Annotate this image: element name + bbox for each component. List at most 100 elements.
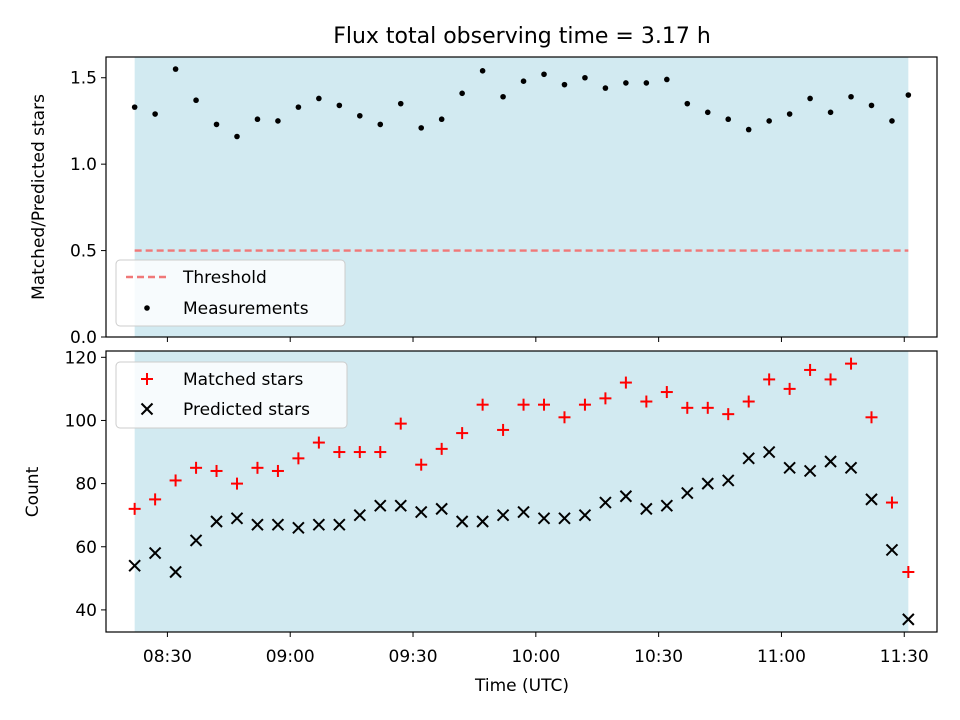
predicted-star-point bbox=[230, 512, 244, 525]
measurement-point bbox=[152, 111, 158, 117]
predicted-star-point bbox=[455, 515, 469, 528]
matched-star-point bbox=[210, 464, 223, 477]
predicted-star-point bbox=[435, 502, 448, 516]
measurement-point bbox=[357, 112, 363, 119]
matched-star-point bbox=[353, 446, 366, 459]
matched-star-point bbox=[374, 446, 387, 459]
measurement-point bbox=[786, 111, 793, 117]
top-legend: Threshold Measurements bbox=[115, 259, 346, 327]
chart-title: Flux total observing time = 3.17 h bbox=[333, 24, 711, 49]
measurement-point bbox=[745, 126, 752, 133]
legend-x-marker bbox=[140, 402, 154, 416]
matched-star-point bbox=[742, 395, 755, 408]
measurement-point bbox=[234, 133, 240, 140]
predicted-star-point bbox=[189, 534, 203, 547]
matched-star-point bbox=[271, 464, 284, 477]
legend-threshold-label: Threshold bbox=[182, 268, 267, 288]
y-tick-label: 120 bbox=[65, 348, 97, 368]
predicted-star-point bbox=[865, 493, 878, 506]
predicted-star-point bbox=[722, 474, 735, 487]
matched-star-point bbox=[845, 357, 858, 370]
matched-star-point bbox=[722, 408, 735, 421]
predicted-star-point bbox=[496, 508, 510, 522]
bottom-y-axis-label: Count bbox=[23, 466, 43, 517]
measurement-point bbox=[623, 80, 629, 86]
measurement-point bbox=[848, 93, 854, 100]
matched-star-point bbox=[885, 496, 898, 509]
y-tick-label: 1.0 bbox=[70, 155, 97, 175]
matched-star-point bbox=[435, 442, 448, 455]
top-x-ticks bbox=[166, 337, 905, 342]
matched-star-point bbox=[804, 363, 817, 376]
predicted-star-point bbox=[148, 546, 162, 560]
predicted-star-point bbox=[271, 518, 285, 531]
matched-star-point bbox=[783, 382, 796, 395]
measurement-point bbox=[438, 116, 445, 123]
top-y-axis-label: Matched/Predicted stars bbox=[29, 94, 49, 300]
predicted-star-point bbox=[578, 508, 592, 522]
matched-star-point bbox=[456, 427, 469, 440]
measurement-point bbox=[766, 118, 772, 124]
matched-star-point bbox=[190, 461, 203, 474]
measurement-point bbox=[193, 97, 199, 104]
predicted-star-point bbox=[783, 461, 796, 475]
matched-star-point bbox=[824, 373, 837, 386]
y-tick-label: 1.5 bbox=[70, 69, 97, 89]
legend-plus-marker bbox=[141, 373, 153, 385]
measurement-point bbox=[479, 68, 486, 74]
matched-star-point bbox=[497, 423, 510, 436]
measurement-point bbox=[397, 100, 404, 107]
y-tick-label: 0.5 bbox=[70, 242, 97, 262]
matched-star-point bbox=[578, 398, 591, 411]
measurement-point bbox=[725, 116, 732, 123]
matched-star-point bbox=[333, 446, 346, 459]
matched-star-point bbox=[599, 392, 612, 405]
legend-measurements-label: Measurements bbox=[183, 299, 309, 319]
matched-star-point bbox=[538, 398, 551, 411]
predicted-star-point bbox=[476, 515, 489, 528]
x-tick-label: 09:00 bbox=[266, 647, 315, 667]
measurement-point bbox=[807, 95, 813, 102]
predicted-star-point bbox=[414, 505, 428, 519]
x-tick-label: 10:30 bbox=[634, 647, 683, 667]
matched-star-point bbox=[619, 376, 632, 389]
predicted-star-point bbox=[640, 502, 653, 516]
predicted-star-point bbox=[353, 508, 367, 522]
y-tick-label: 60 bbox=[75, 538, 97, 558]
measurement-point bbox=[561, 81, 568, 88]
predicted-star-point bbox=[599, 496, 612, 509]
count-points-layer bbox=[128, 357, 915, 626]
x-tick-label: 11:30 bbox=[880, 647, 929, 667]
predicted-star-point bbox=[803, 464, 817, 478]
matched-star-point bbox=[701, 401, 714, 414]
predicted-star-point bbox=[333, 518, 346, 531]
matched-star-point bbox=[312, 436, 325, 449]
matched-star-point bbox=[128, 502, 141, 515]
measurement-point bbox=[295, 104, 302, 110]
top-axes-frame bbox=[105, 56, 938, 338]
predicted-star-point bbox=[251, 518, 264, 531]
matched-star-point bbox=[292, 452, 305, 465]
measurement-point bbox=[131, 104, 138, 110]
predicted-star-point bbox=[681, 486, 694, 500]
matched-star-point bbox=[660, 386, 673, 399]
predicted-star-point bbox=[394, 499, 407, 512]
legend-matched-swatch bbox=[141, 373, 153, 385]
legend-matched-label: Matched stars bbox=[183, 370, 303, 390]
matched-star-point bbox=[865, 411, 878, 424]
matched-star-point bbox=[415, 458, 428, 471]
measurement-point bbox=[889, 118, 895, 124]
matched-star-point bbox=[169, 474, 182, 487]
measurement-point bbox=[213, 121, 220, 128]
y-tick-label: 80 bbox=[75, 475, 97, 495]
legend-measurements-swatch bbox=[144, 305, 150, 311]
x-tick-label: 10:00 bbox=[511, 647, 560, 667]
predicted-star-point bbox=[660, 499, 674, 512]
predicted-star-point bbox=[619, 490, 633, 503]
measurement-point bbox=[827, 109, 834, 116]
predicted-star-point bbox=[169, 565, 182, 579]
matched-star-point bbox=[476, 398, 489, 411]
measurement-point bbox=[643, 80, 650, 86]
predicted-star-point bbox=[742, 452, 755, 465]
